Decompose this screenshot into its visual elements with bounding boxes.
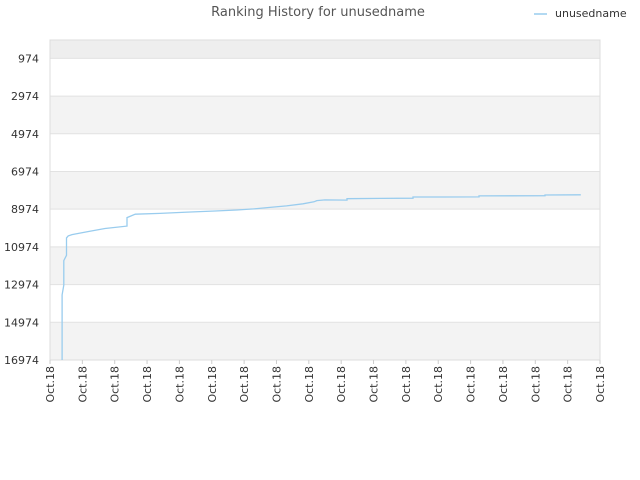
- plot-band: [50, 171, 600, 210]
- plot-band: [50, 322, 600, 360]
- plot-band: [50, 246, 600, 285]
- y-tick-label: 16974: [4, 354, 39, 367]
- series-layer: [61, 194, 581, 360]
- plot-band: [50, 133, 600, 172]
- plot-band: [50, 96, 600, 134]
- y-tick-label: 14974: [4, 316, 39, 329]
- x-tick-label: Oct.18: [109, 366, 122, 403]
- x-tick-label: Oct.18: [141, 366, 154, 403]
- y-tick-label: 4974: [11, 128, 39, 141]
- plot-band: [50, 284, 600, 323]
- x-tick-label: Oct.18: [497, 366, 510, 403]
- legend-label: unusedname: [555, 7, 627, 20]
- x-tick-label: Oct.18: [303, 366, 316, 403]
- x-tick-label: Oct.18: [335, 366, 348, 403]
- y-tick-label: 8974: [11, 203, 39, 216]
- x-tick-label: Oct.18: [594, 366, 607, 403]
- plot-band: [50, 58, 600, 97]
- y-tick-label: 6974: [11, 165, 39, 178]
- x-tick-label: Oct.18: [562, 366, 575, 403]
- x-tick-label: Oct.18: [206, 366, 219, 403]
- plot-frame: [49, 39, 601, 361]
- legend: unusedname: [534, 7, 627, 20]
- y-tick-label: 12974: [4, 279, 39, 292]
- x-tick-label: Oct.18: [529, 366, 542, 403]
- plot-band: [50, 209, 600, 247]
- y-tick-label: 2974: [11, 90, 39, 103]
- grid-lines: [50, 57, 600, 361]
- x-tick-label: Oct.18: [465, 366, 478, 403]
- x-tick-label: Oct.18: [76, 366, 89, 403]
- x-axis-ticks: Oct.18 Oct.18 Oct.18 Oct.18 Oct.18 Oct.18 Oct.…: [44, 360, 607, 403]
- x-tick-label: Oct.18: [432, 366, 445, 403]
- y-axis-ticks: 974 2974 4974 6974 8974 10974 12974 14974 16974: [4, 52, 39, 367]
- chart-title: Ranking History for unusedname: [211, 5, 425, 20]
- x-tick-label: Oct.18: [368, 366, 381, 403]
- y-tick-label: 974: [18, 52, 39, 65]
- x-tick-label: Oct.18: [238, 366, 251, 403]
- x-tick-label: Oct.18: [173, 366, 186, 403]
- x-tick-label: Oct.18: [44, 366, 57, 403]
- plot-bands: [50, 40, 600, 360]
- x-tick-label: Oct.18: [270, 366, 283, 403]
- series-line: [61, 194, 581, 360]
- x-tick-label: Oct.18: [400, 366, 413, 403]
- y-tick-label: 10974: [4, 241, 39, 254]
- plot-band: [50, 40, 600, 59]
